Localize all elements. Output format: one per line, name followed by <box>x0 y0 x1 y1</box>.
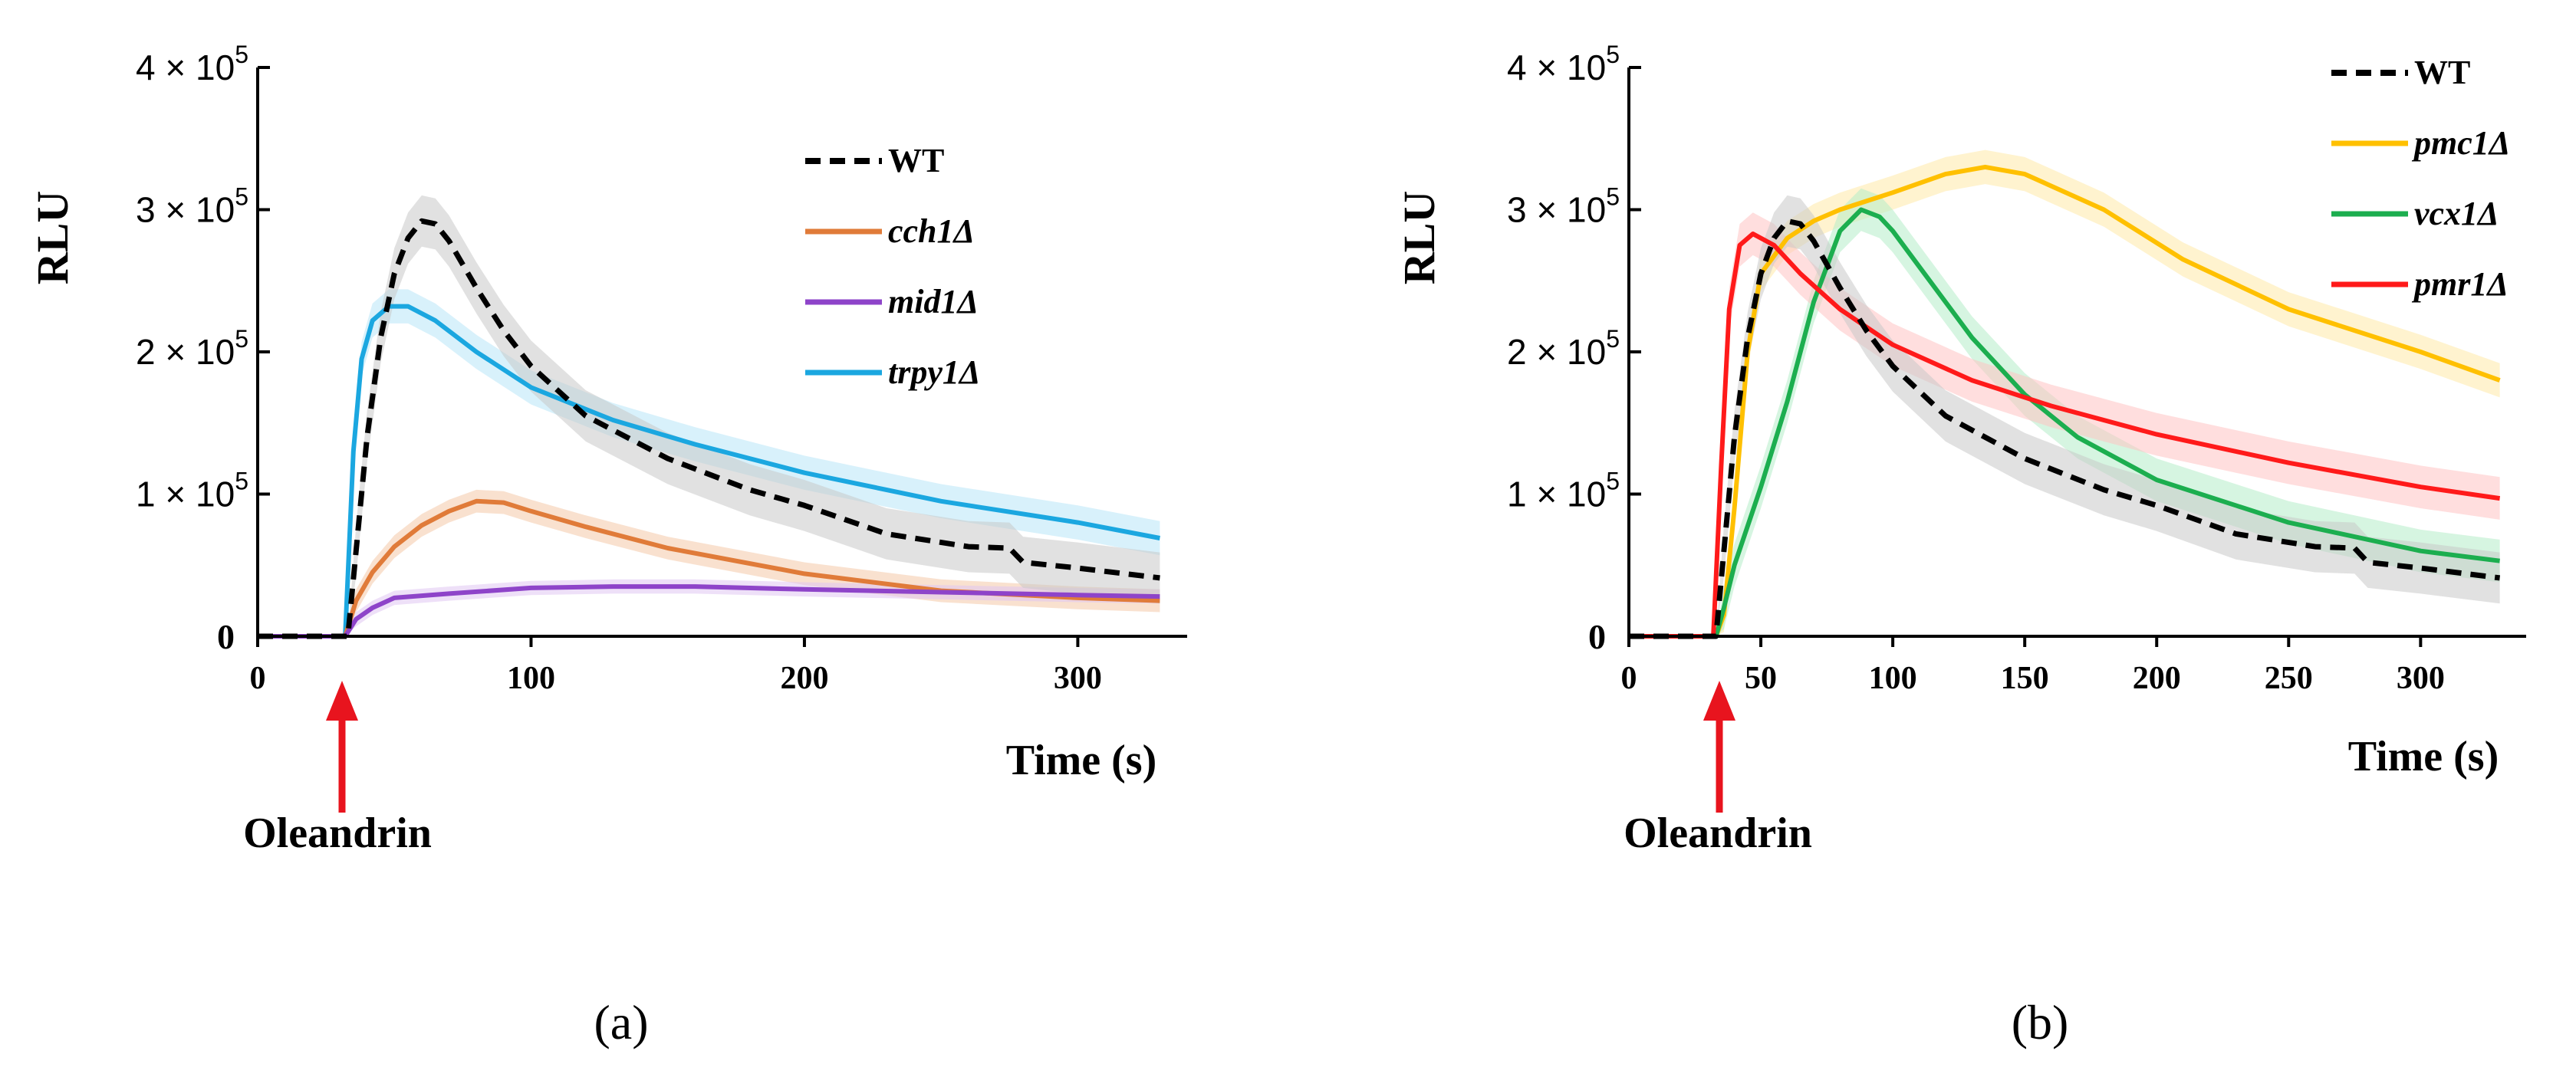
panel-b-x-tick-label: 50 <box>1745 661 1777 696</box>
panel-b-x-tick-label: 300 <box>2397 661 2445 696</box>
panel-b-y-tick-label: 4 × 105 <box>1507 41 1620 87</box>
panel-b-x-tick-label: 250 <box>2265 661 2313 696</box>
panel-b-y-tick-exponent: 5 <box>1606 325 1620 353</box>
panel-b-y-tick-label: 2 × 105 <box>1507 325 1620 372</box>
panel-a-y-tick-exponent: 5 <box>235 183 248 211</box>
panel-b-legend-label-vcx1: vcx1Δ <box>2414 195 2499 232</box>
panel-b-x-tick-label: 0 <box>1621 661 1637 696</box>
panel-a-wt-line <box>258 218 1160 639</box>
panel-b-y-tick-label: 0 <box>1588 617 1606 656</box>
panel-a-x-tick-label: 200 <box>780 661 828 696</box>
panel-a-y-tick-mantissa: 3 × 10 <box>136 190 235 230</box>
panel-b-legend-label-pmc1: pmc1Δ <box>2411 124 2510 162</box>
panel-b-vcx1-line <box>1629 207 2500 639</box>
panel-a-x-tick-label: 100 <box>507 661 555 696</box>
panel-a-y-tick-label: 1 × 105 <box>136 468 248 514</box>
panel-a-y-axis-label: RLU <box>28 191 77 284</box>
panel-a-stimulus-arrow <box>326 681 358 813</box>
panel-a-caption: (a) <box>594 995 648 1049</box>
panel-b-x-tick-label: 100 <box>1869 661 1917 696</box>
panel-a-y-tick-exponent: 5 <box>235 468 248 495</box>
panel-b-stimulus-arrow <box>1703 681 1735 813</box>
panel-a-y-tick-label: 3 × 105 <box>136 183 248 230</box>
panel-a-cch1-line <box>258 498 1160 639</box>
panel-b-series-lines <box>1629 164 2501 639</box>
panel-b-pmc1-line <box>1629 164 2501 639</box>
panel-a-legend-label-mid1: mid1Δ <box>888 283 979 320</box>
panel-a-trpy1-line <box>258 304 1160 639</box>
panel-a-y-tick-label: 4 × 105 <box>136 41 248 87</box>
panel-a-series-lines <box>258 218 1160 639</box>
panel-a-y-tick-mantissa: 4 × 10 <box>136 48 235 87</box>
panel-b-y-axis-label: RLU <box>1394 191 1444 284</box>
panel-b-y-tick-mantissa: 2 × 10 <box>1507 332 1606 372</box>
panel-a-x-tick-label: 300 <box>1054 661 1102 696</box>
panel-a-x-tick-label: 0 <box>250 661 266 696</box>
panel-a-y-tick-label: 0 <box>217 617 235 656</box>
panel-b-legend-label-wt: WT <box>2414 54 2470 91</box>
panel-a-mid1-line <box>258 584 1160 639</box>
panel-a-y-tick-exponent: 5 <box>235 325 248 353</box>
panel-b-legend-label-pmr1: pmr1Δ <box>2411 265 2509 303</box>
panel-a-y-tick-mantissa: 2 × 10 <box>136 332 235 372</box>
panel-a-wt-error-band <box>258 195 1160 636</box>
panel-a-legend-label-wt: WT <box>888 142 944 179</box>
panel-b-stimulus-label: Oleandrin <box>1624 810 1812 857</box>
panel-b-legend: WT pmc1Δ vcx1Δ pmr1Δ <box>2331 54 2510 303</box>
panel-a-y-tick-mantissa: 1 × 10 <box>136 475 235 514</box>
panel-a-cch1-error-band <box>258 489 1160 636</box>
panel-b-wt-line <box>1629 218 2501 639</box>
panel-b-pmr1-line <box>1629 232 2501 639</box>
panel-a-arrow-head <box>326 681 358 721</box>
panel-b-y-tick-mantissa: 1 × 10 <box>1507 475 1606 514</box>
panel-b-y-tick-mantissa: 3 × 10 <box>1507 190 1606 230</box>
panel-a-stimulus-label: Oleandrin <box>243 810 432 857</box>
panel-b-wt-error-band <box>1629 195 2500 636</box>
panel-b-x-tick-label: 200 <box>2133 661 2181 696</box>
panel-b-y-tick-exponent: 5 <box>1606 468 1620 495</box>
panel-a-y-tick-exponent: 5 <box>235 41 248 68</box>
panel-a-y-tick-label: 2 × 105 <box>136 325 248 372</box>
panel-a-error-bands <box>258 195 1160 636</box>
panel-b-y-tick-exponent: 5 <box>1606 41 1620 68</box>
panel-b-y-tick-mantissa: 4 × 10 <box>1507 48 1606 87</box>
panel-b-arrow-head <box>1703 681 1735 721</box>
panel-b-error-bands <box>1629 149 2500 637</box>
panel-b-y-tick-label: 1 × 105 <box>1507 468 1620 514</box>
panel-b-caption: (b) <box>2012 995 2069 1049</box>
panel-a-legend-label-cch1: cch1Δ <box>888 212 975 250</box>
panel-a-legend: WT cch1Δ mid1Δ trpy1Δ <box>805 142 980 391</box>
panel-b-y-tick-label: 3 × 105 <box>1507 183 1620 230</box>
panel-b-x-axis-label: Time (s) <box>2348 733 2499 780</box>
panel-b-y-tick-exponent: 5 <box>1606 183 1620 211</box>
panel-a-x-axis-label: Time (s) <box>1006 737 1157 784</box>
panel-b-x-tick-label: 150 <box>2001 661 2049 696</box>
panel-a-legend-label-trpy1: trpy1Δ <box>888 353 980 391</box>
